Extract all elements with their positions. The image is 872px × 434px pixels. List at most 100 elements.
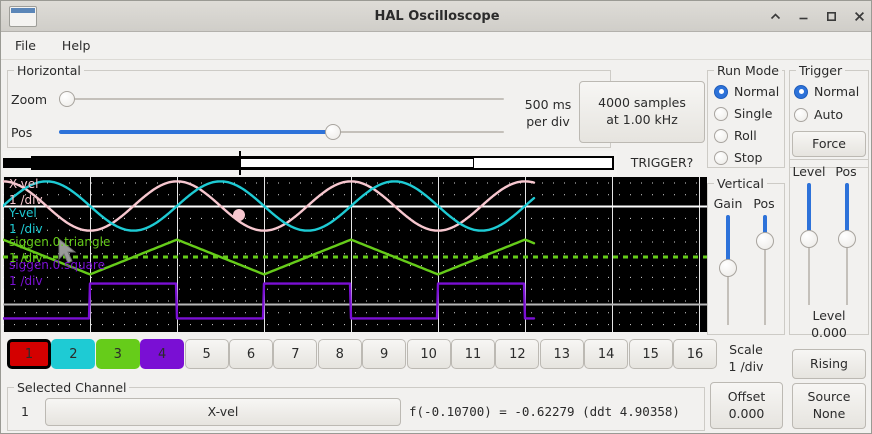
channel-button-7[interactable]: 7 [273, 339, 318, 369]
channel-button-16[interactable]: 16 [673, 339, 717, 369]
sample-bar-left-cap [3, 158, 33, 168]
window-buttons [768, 1, 867, 32]
channel-button-3[interactable]: 3 [95, 339, 140, 369]
selected-channel-group-label: Selected Channel [14, 380, 130, 395]
menu-bar: File Help [1, 32, 871, 60]
trigger-source-button[interactable]: Source None [792, 383, 866, 429]
run-mode-option-label: Normal [734, 84, 780, 99]
run-mode-option-label: Single [734, 106, 773, 121]
trigger-pos-fill [845, 183, 849, 239]
channel-button-6[interactable]: 6 [229, 339, 273, 369]
channel-button-8[interactable]: 8 [317, 339, 362, 369]
channel-button-12[interactable]: 12 [495, 339, 540, 369]
hpos-label: Pos [11, 124, 33, 140]
hpos-slider-knob[interactable] [324, 124, 341, 140]
trigger-level-caption: Level [812, 308, 846, 324]
zoom-slider[interactable] [59, 91, 504, 107]
samples-button[interactable]: 4000 samples at 1.00 kHz [579, 81, 705, 143]
trigger-option-label: Auto [814, 107, 844, 122]
vertical-pos-fill [763, 215, 767, 241]
radio-icon [714, 84, 728, 99]
run-mode-option-normal[interactable]: Normal [714, 84, 779, 99]
scope-channel-scale-2: 1 /div [9, 222, 43, 236]
channel-button-label: 4 [158, 346, 167, 362]
sample-position-indicator[interactable] [3, 151, 617, 175]
trigger-source-caption: Source [807, 389, 851, 405]
trigger-pos-knob[interactable] [838, 229, 856, 248]
scope-channel-name-3: siggen.0.triangle [9, 235, 111, 249]
scope-channel-scale-4: 1 /div [9, 274, 43, 288]
channel-button-1[interactable]: 1 [7, 339, 51, 369]
trigger-level-value: 0.000 [811, 325, 847, 340]
selected-channel-source-label: X-vel [207, 403, 239, 419]
zoom-slider-knob[interactable] [59, 91, 75, 107]
selected-channel-number: 1 [21, 403, 29, 419]
vertical-pos-slider[interactable] [754, 215, 776, 325]
samples-count: 4000 samples [598, 95, 686, 111]
vertical-gain-slider[interactable] [717, 215, 739, 325]
radio-icon [714, 128, 728, 143]
shade-button[interactable] [768, 9, 783, 24]
force-trigger-button[interactable]: Force [792, 131, 866, 157]
channel-button-10[interactable]: 10 [406, 339, 451, 369]
vertical-scale-readout: Scale 1 /div [710, 341, 782, 377]
run-mode-group-label: Run Mode [714, 63, 782, 78]
channel-button-label: 8 [335, 346, 344, 362]
vertical-group: Vertical [707, 176, 785, 335]
horizontal-group-label: Horizontal [14, 63, 84, 78]
trigger-pos-slider[interactable] [836, 183, 858, 305]
run-mode-option-label: Roll [734, 128, 757, 143]
run-mode-option-label: Stop [734, 150, 763, 165]
scope-channel-name-2: Y-vel [9, 206, 37, 220]
vertical-pos-label: Pos [753, 195, 775, 211]
minimize-button[interactable] [796, 9, 811, 24]
close-button[interactable] [852, 9, 867, 24]
channel-button-label: 15 [642, 346, 659, 362]
run-mode-option-single[interactable]: Single [714, 106, 772, 121]
menu-item-file[interactable]: File [15, 38, 36, 53]
run-mode-option-stop[interactable]: Stop [714, 150, 762, 165]
zoom-slider-track [59, 98, 504, 100]
channel-button-label: 10 [420, 346, 437, 362]
menu-item-help[interactable]: Help [61, 38, 91, 53]
vertical-scale-value: 1 /div [728, 359, 764, 374]
vertical-gain-label: Gain [713, 195, 743, 211]
trigger-edge-button[interactable]: Rising [792, 349, 866, 379]
trigger-edge-label: Rising [809, 355, 848, 371]
channel-button-label: 3 [113, 346, 122, 362]
channel-button-15[interactable]: 15 [628, 339, 673, 369]
maximize-button[interactable] [824, 9, 839, 24]
hpos-slider[interactable] [59, 124, 504, 140]
trigger-level-slider[interactable] [798, 183, 820, 305]
channel-button-label: 2 [69, 346, 78, 362]
scope-display[interactable]: X-vel 1 /div Y-vel 1 /div siggen.0.triangle 1… [3, 177, 707, 332]
channel-button-2[interactable]: 2 [51, 339, 96, 369]
channel-button-5[interactable]: 5 [184, 339, 229, 369]
trigger-position-marker[interactable] [239, 151, 241, 175]
samples-rate: at 1.00 kHz [606, 112, 678, 127]
trigger-level-knob[interactable] [800, 229, 818, 248]
window-icon [9, 6, 37, 27]
channel-button-11[interactable]: 11 [451, 339, 495, 369]
trigger-pos-slider-label: Pos [835, 163, 857, 179]
waveform-canvas [3, 177, 707, 332]
zoom-slider-row: Zoom [11, 91, 504, 107]
channel-button-14[interactable]: 14 [584, 339, 629, 369]
radio-icon [714, 150, 728, 165]
selected-channel-source-button[interactable]: X-vel [45, 398, 401, 426]
channel-button-label: 9 [380, 346, 389, 362]
vertical-gain-knob[interactable] [719, 259, 737, 278]
run-mode-option-roll[interactable]: Roll [714, 128, 757, 143]
channel-button-13[interactable]: 13 [539, 339, 584, 369]
trigger-option-auto[interactable]: Auto [794, 107, 843, 122]
vertical-pos-knob[interactable] [756, 231, 774, 250]
channel-button-9[interactable]: 9 [362, 339, 407, 369]
channel-button-4[interactable]: 4 [140, 339, 185, 369]
timebase-unit: per div [526, 114, 570, 129]
trigger-level-readout: Level 0.000 [791, 307, 867, 343]
trigger-option-normal[interactable]: Normal [794, 84, 859, 99]
timebase-value: 500 ms [524, 97, 572, 113]
selected-channel-group: Selected Channel [7, 380, 705, 431]
vertical-offset-button[interactable]: Offset 0.000 [710, 382, 783, 429]
